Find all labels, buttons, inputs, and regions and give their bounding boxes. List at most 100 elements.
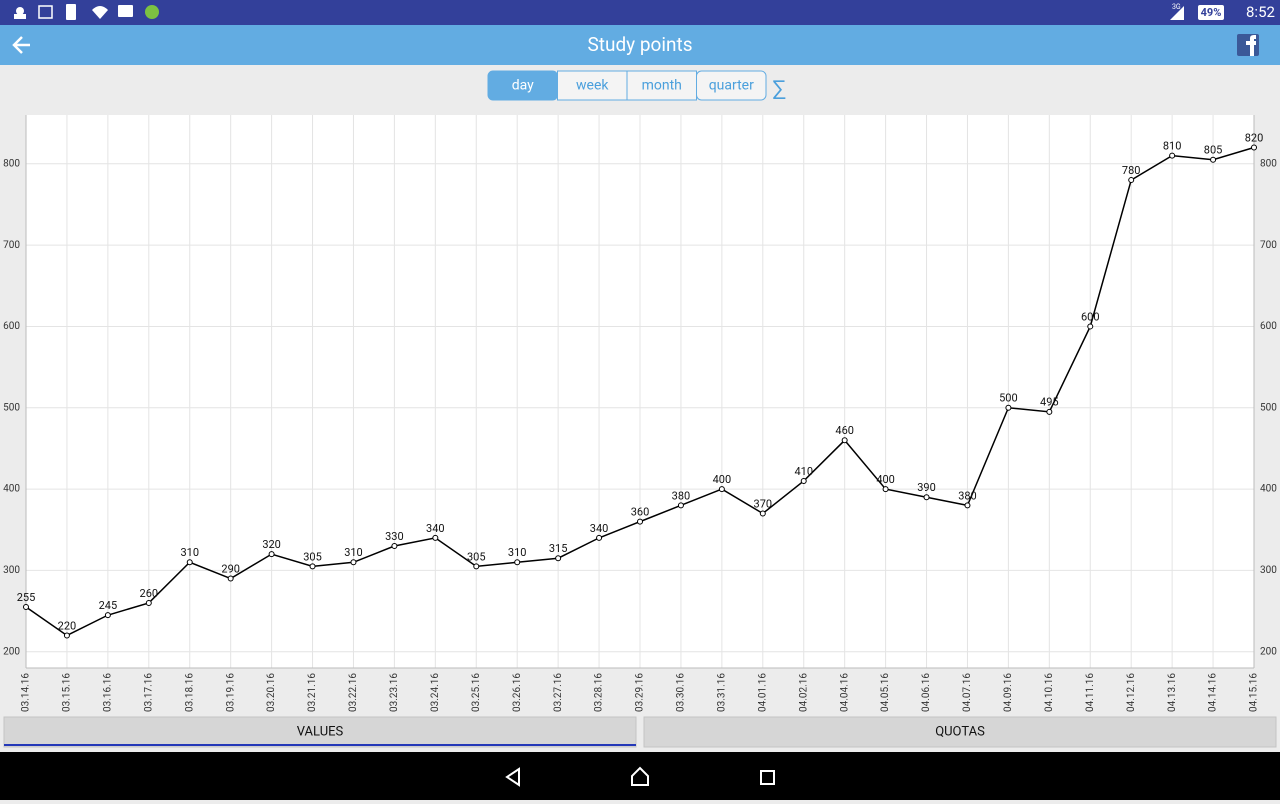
x-tick-label: 03.21.16 xyxy=(307,673,318,712)
x-tick-label: 03.30.16 xyxy=(676,673,687,712)
x-tick-label: 03.23.16 xyxy=(389,673,400,712)
x-tick-label: 04.01.16 xyxy=(757,673,768,712)
data-label: 320 xyxy=(262,538,281,551)
x-tick-label: 03.28.16 xyxy=(594,673,605,712)
data-point xyxy=(432,534,439,541)
period-tab[interactable] xyxy=(557,70,628,101)
nav-home[interactable] xyxy=(631,766,649,786)
data-label: 380 xyxy=(958,489,977,502)
back-button[interactable] xyxy=(12,36,30,54)
data-point xyxy=(1251,144,1257,151)
data-label: 805 xyxy=(1204,144,1223,157)
data-label: 310 xyxy=(180,546,199,559)
x-tick-label: 04.10.16 xyxy=(1044,673,1055,712)
data-label: 245 xyxy=(99,599,118,612)
data-point xyxy=(841,437,848,444)
data-point xyxy=(63,632,70,639)
data-point xyxy=(882,486,889,493)
x-tick-label: 04.13.16 xyxy=(1167,673,1178,712)
data-point xyxy=(596,534,603,541)
app-title: Study points xyxy=(587,33,692,56)
x-tick-label: 04.09.16 xyxy=(1003,673,1014,712)
data-point xyxy=(637,518,643,525)
facebook-button[interactable] xyxy=(1237,34,1259,56)
x-tick-label: 04.02.16 xyxy=(798,673,809,712)
nav-recents[interactable] xyxy=(760,770,775,785)
period-tab[interactable] xyxy=(626,70,697,101)
data-point xyxy=(268,551,275,558)
y-tick-label: 400 xyxy=(3,484,20,495)
data-label: 500 xyxy=(999,392,1018,405)
data-label: 340 xyxy=(590,522,609,535)
period-tab-label: week xyxy=(576,78,609,94)
x-tick-label: 04.05.16 xyxy=(880,673,891,712)
data-label: 315 xyxy=(549,542,568,555)
x-tick-label: 04.12.16 xyxy=(1126,673,1137,712)
data-label: 340 xyxy=(426,522,445,535)
signal-icon xyxy=(1170,6,1184,20)
y-tick-label: 800 xyxy=(3,158,20,169)
y2-tick-label: 500 xyxy=(1260,402,1277,413)
x-tick-label: 04.07.16 xyxy=(962,673,973,712)
data-point xyxy=(350,559,357,566)
facebook-glyph xyxy=(1246,35,1256,56)
data-label: 495 xyxy=(1040,396,1059,409)
data-point xyxy=(1210,156,1217,163)
notification-icons xyxy=(14,4,159,20)
sum-button[interactable]: ∑ xyxy=(773,77,786,102)
data-label: 380 xyxy=(672,489,691,502)
bottom-tab-label: QUOTAS xyxy=(935,724,985,739)
y2-tick-label: 400 xyxy=(1260,484,1277,495)
data-label: 400 xyxy=(713,473,732,486)
x-tick-label: 03.27.16 xyxy=(553,673,564,712)
period-tab-label: quarter xyxy=(709,78,754,94)
x-tick-label: 03.14.16 xyxy=(21,673,32,712)
period-tab[interactable] xyxy=(696,70,767,101)
x-tick-label: 04.04.16 xyxy=(839,673,850,712)
data-label: 400 xyxy=(876,473,895,486)
bottom-tab[interactable] xyxy=(643,716,1277,748)
bottom-tab[interactable] xyxy=(3,716,637,748)
data-label: 410 xyxy=(794,465,813,478)
network-type: 3G xyxy=(1172,3,1181,11)
x-tick-label: 03.15.16 xyxy=(62,673,73,712)
x-tick-label: 04.15.16 xyxy=(1249,673,1260,712)
data-point xyxy=(514,559,521,566)
data-label: 370 xyxy=(754,497,773,510)
app-bar xyxy=(0,25,1280,65)
data-label: 820 xyxy=(1245,131,1264,144)
battery-icon xyxy=(1198,5,1224,20)
data-label: 305 xyxy=(303,550,322,563)
x-tick-label: 03.24.16 xyxy=(430,673,441,712)
x-tick-label: 03.20.16 xyxy=(266,673,277,712)
data-point xyxy=(677,502,684,509)
data-label: 310 xyxy=(344,546,363,559)
nav-back[interactable] xyxy=(505,767,520,787)
y-tick-label: 700 xyxy=(3,240,20,251)
y-tick-label: 300 xyxy=(3,565,20,576)
bottom-tabs: VALUES QUOTAS xyxy=(3,716,1277,748)
data-label: 460 xyxy=(835,424,854,437)
data-point xyxy=(923,494,930,501)
bottom-tab-label: VALUES xyxy=(297,724,344,739)
x-tick-label: 03.25.16 xyxy=(471,673,482,712)
x-tick-label: 04.06.16 xyxy=(921,673,932,712)
data-point xyxy=(1005,404,1012,411)
data-point xyxy=(964,502,971,509)
data-point xyxy=(145,599,152,606)
data-point xyxy=(23,604,29,611)
data-point xyxy=(759,510,766,517)
data-label: 305 xyxy=(467,550,486,563)
data-point xyxy=(718,486,725,493)
data-label: 255 xyxy=(17,591,36,604)
data-point xyxy=(473,563,480,570)
data-label: 310 xyxy=(508,546,527,559)
x-tick-label: 03.29.16 xyxy=(635,673,646,712)
data-point xyxy=(186,559,193,566)
y-tick-label: 200 xyxy=(3,646,20,657)
period-tab-label: day xyxy=(512,78,534,94)
period-tab-label: month xyxy=(642,78,682,94)
y2-tick-label: 300 xyxy=(1260,565,1277,576)
data-label: 290 xyxy=(221,562,240,575)
